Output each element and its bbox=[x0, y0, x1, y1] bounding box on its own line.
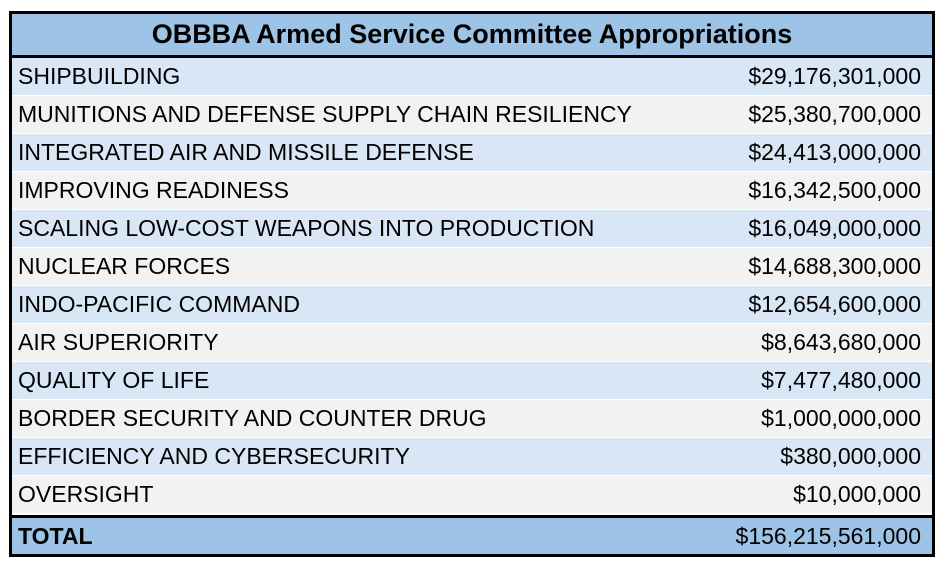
total-value: $156,215,561,000 bbox=[735, 522, 921, 549]
row-label: EFFICIENCY AND CYBERSECURITY bbox=[18, 443, 410, 469]
row-value: $24,413,000,000 bbox=[748, 139, 921, 165]
row-label: SCALING LOW-COST WEAPONS INTO PRODUCTION bbox=[18, 215, 595, 241]
row-label: AIR SUPERIORITY bbox=[18, 329, 219, 355]
table-row: AIR SUPERIORITY $8,643,680,000 bbox=[12, 324, 932, 362]
row-label: INDO-PACIFIC COMMAND bbox=[18, 291, 300, 317]
row-value: $29,176,301,000 bbox=[748, 63, 921, 89]
total-label: TOTAL bbox=[18, 522, 93, 549]
row-label: OVERSIGHT bbox=[18, 481, 154, 507]
row-value: $1,000,000,000 bbox=[761, 405, 921, 431]
row-value: $7,477,480,000 bbox=[761, 367, 921, 393]
table-row: INDO-PACIFIC COMMAND $12,654,600,000 bbox=[12, 286, 932, 324]
total-row: TOTAL $156,215,561,000 bbox=[12, 515, 932, 554]
table-row: BORDER SECURITY AND COUNTER DRUG $1,000,… bbox=[12, 400, 932, 438]
row-label: MUNITIONS AND DEFENSE SUPPLY CHAIN RESIL… bbox=[18, 101, 632, 127]
table-title: OBBBA Armed Service Committee Appropriat… bbox=[151, 19, 793, 49]
row-value: $10,000,000 bbox=[793, 481, 921, 507]
table-row: INTEGRATED AIR AND MISSILE DEFENSE $24,4… bbox=[12, 134, 932, 172]
table-row: IMPROVING READINESS $16,342,500,000 bbox=[12, 172, 932, 210]
row-label: INTEGRATED AIR AND MISSILE DEFENSE bbox=[18, 139, 474, 165]
table-row: MUNITIONS AND DEFENSE SUPPLY CHAIN RESIL… bbox=[12, 96, 932, 134]
row-label: SHIPBUILDING bbox=[18, 63, 181, 89]
row-value: $16,049,000,000 bbox=[748, 215, 921, 241]
table-row: OVERSIGHT $10,000,000 bbox=[12, 476, 932, 514]
row-value: $380,000,000 bbox=[780, 443, 921, 469]
row-value: $14,688,300,000 bbox=[748, 253, 921, 279]
row-value: $12,654,600,000 bbox=[748, 291, 921, 317]
table-row: QUALITY OF LIFE $7,477,480,000 bbox=[12, 362, 932, 400]
row-value: $16,342,500,000 bbox=[748, 177, 921, 203]
appropriations-table: OBBBA Armed Service Committee Appropriat… bbox=[9, 11, 935, 557]
row-label: IMPROVING READINESS bbox=[18, 177, 289, 203]
row-value: $25,380,700,000 bbox=[748, 101, 921, 127]
row-value: $8,643,680,000 bbox=[761, 329, 921, 355]
row-label: QUALITY OF LIFE bbox=[18, 367, 210, 393]
table-row: SHIPBUILDING $29,176,301,000 bbox=[12, 58, 932, 96]
table-row: SCALING LOW-COST WEAPONS INTO PRODUCTION… bbox=[12, 210, 932, 248]
row-label: BORDER SECURITY AND COUNTER DRUG bbox=[18, 405, 487, 431]
row-label: NUCLEAR FORCES bbox=[18, 253, 231, 279]
table-row: NUCLEAR FORCES $14,688,300,000 bbox=[12, 248, 932, 286]
table-header: OBBBA Armed Service Committee Appropriat… bbox=[12, 14, 932, 58]
table-row: EFFICIENCY AND CYBERSECURITY $380,000,00… bbox=[12, 438, 932, 476]
